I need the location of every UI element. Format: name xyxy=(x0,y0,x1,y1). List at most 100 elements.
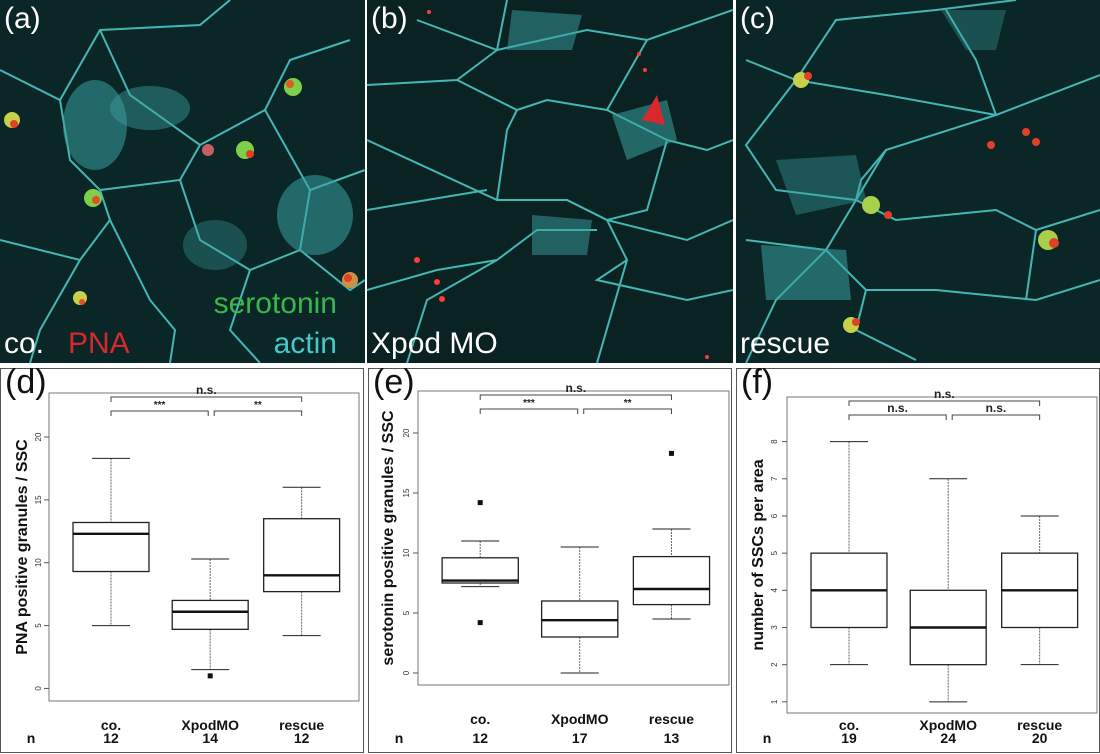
stain-label-serotonin: serotonin xyxy=(213,287,337,320)
boxplot-panel-d: 0 5 10 15 20 PNA positive granules / SSC n.s. *… xyxy=(0,363,364,753)
significance-bracket: n.s. xyxy=(848,401,947,420)
bracket-line xyxy=(213,410,303,416)
plot-frame xyxy=(48,392,360,702)
significance-bracket: n.s. xyxy=(848,387,1041,406)
y-tick-label: 5 xyxy=(34,623,43,628)
condition-label-xpod-mo: Xpod MO xyxy=(371,327,498,360)
y-tick-label: 0 xyxy=(34,686,43,691)
box-rescue xyxy=(263,486,341,637)
stain-label-actin: actin xyxy=(273,327,337,360)
boxplot-panel-e: 0 5 10 15 20 serotonin positive granules / SS… xyxy=(368,363,732,753)
bracket-line xyxy=(110,410,209,416)
iqr-box xyxy=(263,518,341,593)
significance-label: n.s. xyxy=(934,387,955,401)
significance-label: *** xyxy=(523,398,535,409)
plot-frame xyxy=(786,396,1098,714)
panel-label-e: (e) xyxy=(373,363,415,401)
micrograph-a: (a) co. PNA serotonin actin xyxy=(0,0,365,363)
outlier-point xyxy=(668,450,674,456)
x-category-label: rescue xyxy=(649,711,694,727)
bracket-line xyxy=(479,408,579,414)
box-xpodmo xyxy=(171,558,249,679)
sample-size-label: 12 xyxy=(294,730,310,746)
sample-size-label: 17 xyxy=(572,730,588,746)
y-tick-label: 0 xyxy=(402,670,411,675)
bracket-line xyxy=(848,400,1041,406)
y-tick-label: 5 xyxy=(770,550,779,555)
stain-label-pna: PNA xyxy=(68,327,130,360)
bracket-line xyxy=(110,396,303,402)
bracket-line xyxy=(479,394,672,400)
n-row-label: n xyxy=(27,730,36,746)
panel-label-d: (d) xyxy=(5,363,47,401)
panel-label-b: (b) xyxy=(371,2,408,35)
y-tick-label: 8 xyxy=(770,439,779,444)
x-category-label: XpodMO xyxy=(551,711,609,727)
box-xpodmo xyxy=(909,478,987,703)
n-row-label: n xyxy=(763,730,772,746)
sample-size-label: 13 xyxy=(664,730,680,746)
condition-label-control: co. xyxy=(4,327,45,360)
significance-label: n.s. xyxy=(986,401,1007,415)
outlier-point xyxy=(477,620,483,626)
significance-bracket: n.s. xyxy=(951,401,1041,420)
micrograph-b: (b) Xpod MO xyxy=(367,0,733,363)
sample-size-label: 20 xyxy=(1032,730,1048,746)
iqr-box xyxy=(441,557,519,584)
arrowhead-icon xyxy=(642,95,665,125)
boxplot-panel-f: 1 2 3 4 5 6 7 8 number of SSCs per area n.s. n.s. n… xyxy=(736,363,1100,753)
y-tick-label: 10 xyxy=(34,558,43,567)
sample-size-label: 14 xyxy=(202,730,218,746)
y-tick-label: 7 xyxy=(770,476,779,481)
significance-bracket: ** xyxy=(213,400,303,416)
y-tick-label: 3 xyxy=(770,625,779,630)
outlier-point xyxy=(207,673,213,679)
significance-bracket: n.s. xyxy=(110,383,303,402)
y-tick-label: 10 xyxy=(402,548,411,557)
iqr-box xyxy=(72,521,150,573)
iqr-box xyxy=(171,599,249,630)
x-category-label: XpodMO xyxy=(919,717,977,733)
bracket-line xyxy=(951,414,1041,420)
box-co xyxy=(441,500,519,626)
box-co xyxy=(72,457,150,627)
micrograph-c-image xyxy=(736,0,1100,363)
micrograph-c: (c) rescue xyxy=(736,0,1100,363)
y-tick-label: 20 xyxy=(402,428,411,437)
outlier-point xyxy=(477,500,483,506)
y-tick-label: 2 xyxy=(770,662,779,667)
x-category-label: rescue xyxy=(279,717,324,733)
micrograph-a-image xyxy=(0,0,365,363)
y-axis-label: PNA positive granules / SSC xyxy=(14,439,31,655)
n-row-label: n xyxy=(395,730,404,746)
box-rescue xyxy=(632,450,711,620)
sample-size-label: 12 xyxy=(472,730,488,746)
boxplot-e: 0 5 10 15 20 serotonin positive granules / SS… xyxy=(380,381,730,746)
panel-label-f: (f) xyxy=(741,363,774,401)
y-tick-label: 15 xyxy=(34,495,43,504)
y-tick-label: 15 xyxy=(402,488,411,497)
significance-label: n.s. xyxy=(565,381,586,395)
x-category-label: rescue xyxy=(1017,717,1062,733)
significance-label: ** xyxy=(254,400,262,411)
box-xpodmo xyxy=(540,546,619,674)
x-category-label: co. xyxy=(839,717,859,733)
significance-label: n.s. xyxy=(887,401,908,415)
significance-label: *** xyxy=(154,400,166,411)
significance-bracket: *** xyxy=(479,398,579,414)
significance-label: n.s. xyxy=(196,383,217,397)
sample-size-label: 24 xyxy=(940,730,956,746)
iqr-box xyxy=(632,555,711,606)
bracket-line xyxy=(848,414,947,420)
y-axis-label: number of SSCs per area xyxy=(750,459,767,650)
x-category-label: co. xyxy=(101,717,121,733)
box-rescue xyxy=(1001,515,1079,666)
significance-label: ** xyxy=(624,398,632,409)
x-category-label: co. xyxy=(470,711,490,727)
x-category-label: XpodMO xyxy=(181,717,239,733)
y-tick-label: 6 xyxy=(770,513,779,518)
panel-label-a: (a) xyxy=(4,2,41,35)
box-co xyxy=(810,441,888,666)
condition-label-rescue: rescue xyxy=(740,327,831,360)
